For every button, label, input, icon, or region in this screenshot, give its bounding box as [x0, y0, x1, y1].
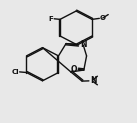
- Text: Cl: Cl: [11, 69, 19, 75]
- Text: N: N: [80, 40, 86, 49]
- Text: O: O: [100, 15, 106, 21]
- Text: O: O: [71, 65, 77, 74]
- Text: N: N: [90, 76, 96, 85]
- Text: F: F: [49, 16, 54, 22]
